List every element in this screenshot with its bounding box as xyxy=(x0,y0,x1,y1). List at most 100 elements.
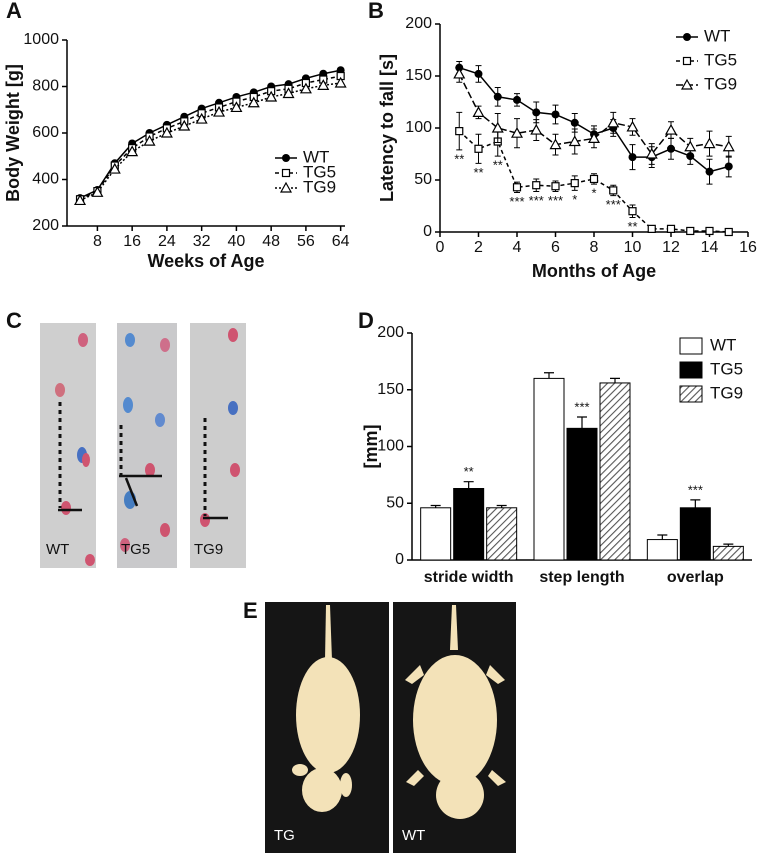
mouse-photos: E TG WT xyxy=(243,598,516,853)
error-bar xyxy=(610,377,620,383)
marker xyxy=(570,179,579,188)
significance: *** xyxy=(529,193,544,208)
significance: ** xyxy=(473,165,483,180)
x-tick-label: 2 xyxy=(474,239,483,256)
y-axis-title: [mm] xyxy=(361,425,381,469)
marker xyxy=(491,121,504,133)
error-bar xyxy=(463,481,474,489)
photo-caption: WT xyxy=(402,827,425,844)
marker xyxy=(453,67,466,79)
marker xyxy=(247,96,260,108)
marker xyxy=(230,101,243,113)
bar xyxy=(566,427,598,561)
gait-photos: C WT TG5 TG9 xyxy=(6,308,246,568)
series-line xyxy=(79,69,341,199)
legend-label: TG9 xyxy=(710,383,743,402)
marker xyxy=(705,167,714,176)
y-tick-label: 400 xyxy=(32,171,59,188)
marker xyxy=(551,182,560,191)
bar xyxy=(533,377,565,561)
error-bar xyxy=(657,534,668,540)
marker xyxy=(607,116,620,128)
photo-strip xyxy=(190,323,246,568)
marker xyxy=(724,162,733,171)
marker xyxy=(587,132,601,143)
bar xyxy=(646,539,678,561)
marker xyxy=(684,140,697,152)
marker xyxy=(664,123,678,135)
marker xyxy=(628,207,637,216)
error-bar xyxy=(690,499,701,508)
marker xyxy=(568,135,581,147)
mouse xyxy=(405,605,506,819)
marker xyxy=(455,127,464,136)
significance: ** xyxy=(454,151,464,166)
marker xyxy=(666,224,676,233)
photo-caption: TG9 xyxy=(194,541,223,558)
x-axis-title: Weeks of Age xyxy=(147,251,264,271)
marker xyxy=(647,224,656,233)
x-tick-label: 4 xyxy=(513,239,522,256)
x-tick-label: 48 xyxy=(262,233,280,250)
legend-marker xyxy=(281,168,291,178)
panel-letter: C xyxy=(6,308,22,333)
marker xyxy=(474,144,483,153)
photo-caption: TG5 xyxy=(121,541,150,558)
x-tick-label: 8 xyxy=(93,233,102,250)
panel-letter: E xyxy=(243,598,258,623)
x-tick-label: overlap xyxy=(667,569,724,586)
photo-caption: WT xyxy=(46,541,69,558)
significance: ** xyxy=(464,464,474,479)
significance: * xyxy=(591,186,596,201)
legend-marker xyxy=(279,181,293,193)
marker xyxy=(474,69,483,78)
legend-marker xyxy=(680,78,694,90)
marker xyxy=(686,152,695,161)
bar xyxy=(599,382,631,561)
y-tick-label: 200 xyxy=(32,217,59,234)
marker xyxy=(532,181,541,190)
x-tick-label: 14 xyxy=(701,239,719,256)
panel-letter: D xyxy=(358,308,374,333)
marker xyxy=(213,105,226,117)
x-tick-label: 12 xyxy=(662,239,680,256)
marker xyxy=(626,120,639,132)
photo-caption: TG xyxy=(274,827,295,844)
marker xyxy=(686,226,695,236)
significance: * xyxy=(572,192,577,207)
significance: *** xyxy=(688,482,703,497)
marker xyxy=(108,162,121,174)
legend-label: WT xyxy=(704,26,730,45)
panel-letter: B xyxy=(368,0,384,23)
x-tick-label: 0 xyxy=(436,239,445,256)
marker xyxy=(317,79,330,90)
series-line xyxy=(458,130,729,233)
x-tick-label: step length xyxy=(539,569,624,586)
y-axis-title: Latency to fall [s] xyxy=(377,54,397,202)
significance: ** xyxy=(627,219,637,234)
marker xyxy=(195,112,208,124)
marker xyxy=(570,118,579,127)
photo-strip xyxy=(40,323,96,568)
x-tick-label: 10 xyxy=(624,239,642,256)
marker xyxy=(282,87,295,99)
legend-label: WT xyxy=(303,147,329,166)
legend-swatch xyxy=(679,361,703,379)
x-tick-label: 40 xyxy=(228,233,246,250)
bar xyxy=(712,545,744,561)
y-tick-label: 200 xyxy=(405,15,432,32)
significance: *** xyxy=(606,197,621,212)
legend-label: TG9 xyxy=(704,74,737,93)
marker xyxy=(334,76,347,88)
significance: *** xyxy=(509,194,524,209)
marker xyxy=(472,106,485,117)
x-tick-label: stride width xyxy=(424,569,514,586)
x-tick-label: 8 xyxy=(590,239,599,256)
y-tick-label: 1000 xyxy=(23,31,59,48)
marker xyxy=(265,90,278,102)
legend-marker xyxy=(282,154,290,162)
marker xyxy=(91,186,104,197)
y-tick-label: 800 xyxy=(32,78,59,95)
legend-swatch xyxy=(679,385,703,403)
legend-marker xyxy=(683,33,691,41)
